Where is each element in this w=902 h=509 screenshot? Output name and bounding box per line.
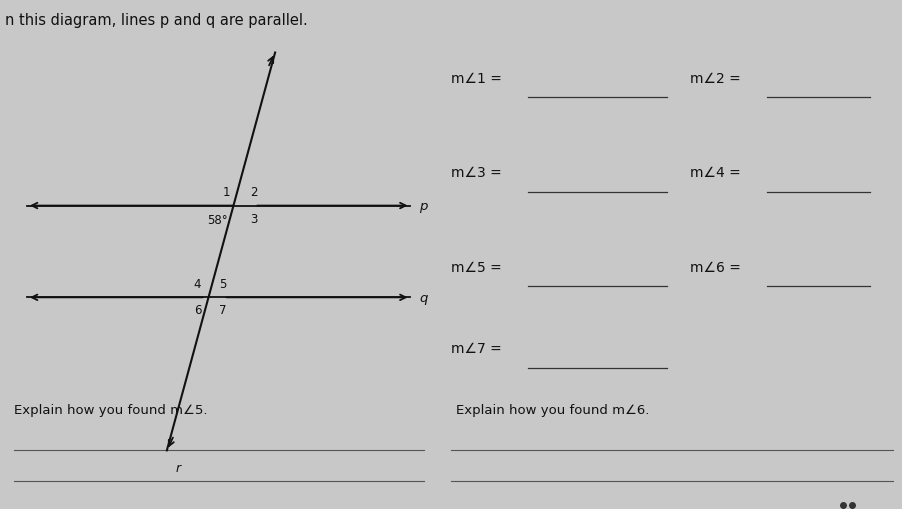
Text: 7: 7 <box>219 304 226 317</box>
Text: m∠4 =: m∠4 = <box>690 166 745 180</box>
Text: m∠2 =: m∠2 = <box>690 72 745 86</box>
Text: Explain how you found m∠5.: Explain how you found m∠5. <box>14 403 207 416</box>
Text: 4: 4 <box>194 277 201 290</box>
Text: m∠1 =: m∠1 = <box>451 72 506 86</box>
Text: p: p <box>419 200 428 213</box>
Text: n this diagram, lines p and q are parallel.: n this diagram, lines p and q are parall… <box>5 13 308 27</box>
Text: 3: 3 <box>250 212 257 225</box>
Text: 58°: 58° <box>207 214 228 227</box>
Text: m∠3 =: m∠3 = <box>451 166 506 180</box>
Text: m∠7 =: m∠7 = <box>451 342 506 356</box>
Text: 6: 6 <box>194 304 201 317</box>
Text: r: r <box>175 461 180 473</box>
Text: Explain how you found m∠6.: Explain how you found m∠6. <box>456 403 649 416</box>
Text: q: q <box>419 291 428 304</box>
Text: 2: 2 <box>250 186 257 199</box>
Text: 5: 5 <box>219 277 226 290</box>
Text: 1: 1 <box>223 186 230 199</box>
Text: m∠5 =: m∠5 = <box>451 260 506 274</box>
Text: m∠6 =: m∠6 = <box>690 260 745 274</box>
